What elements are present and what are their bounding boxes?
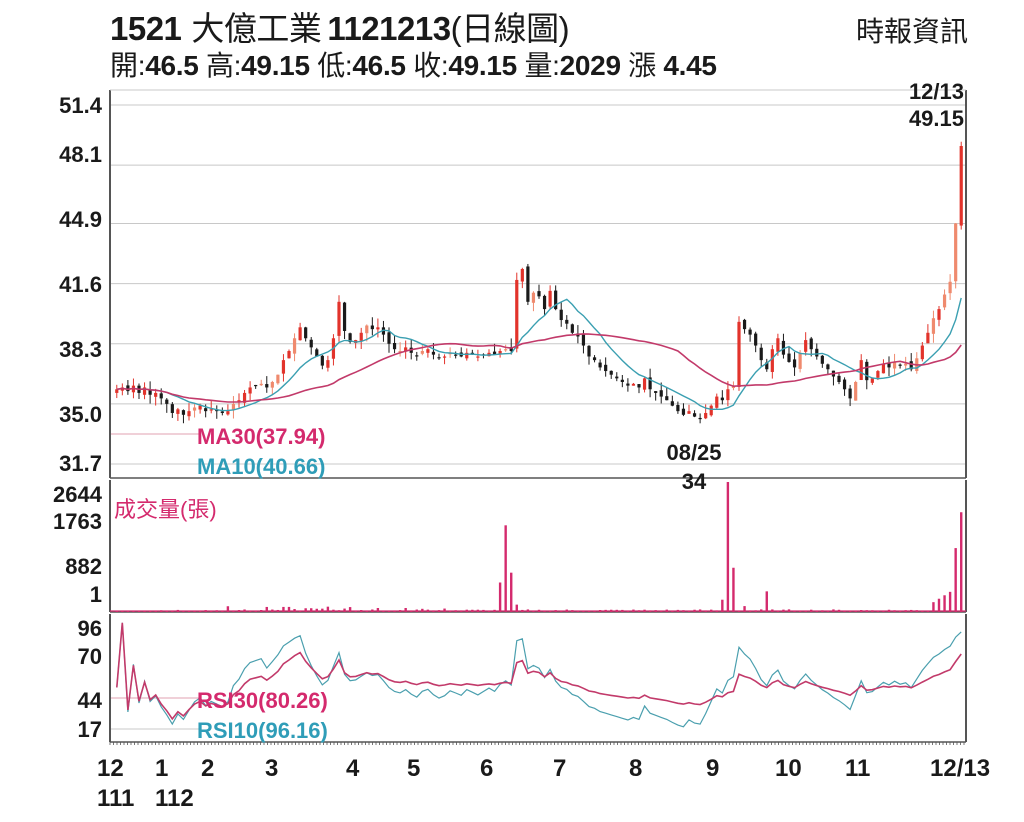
volume-tick: 2644 (53, 482, 102, 507)
x-year-tick: 111 (97, 785, 135, 812)
rsi-tick: 96 (77, 616, 102, 641)
low-annotation-value: 34 (681, 469, 707, 494)
x-tick: 9 (706, 755, 720, 782)
price-tick: 35.0 (59, 402, 102, 427)
change-value: 4.45 (663, 50, 717, 81)
x-tick: 11 (845, 755, 871, 782)
data-source: 時報資訊 (855, 16, 968, 47)
chart-kind: (日線圖) (450, 10, 570, 47)
volume-tick: 1763 (53, 509, 102, 534)
price-tick: 44.9 (59, 207, 102, 232)
low-label: 低: (317, 50, 353, 81)
price-tick: 38.3 (59, 337, 102, 362)
close-label: 收: (413, 50, 449, 81)
open-label: 開: (110, 50, 146, 81)
close-value: 49.15 (448, 50, 517, 81)
rsi-tick: 44 (77, 688, 102, 713)
high-annotation-date: 12/13 (908, 79, 964, 104)
price-tick: 41.6 (59, 272, 102, 297)
x-tick: 3 (265, 755, 279, 782)
volume-title: 成交量(張) (114, 497, 217, 522)
high-annotation-value: 49.15 (908, 106, 964, 131)
quote-summary: 開:46.5 高:49.15 低:46.5 收:49.15 量:2029 漲 4… (110, 44, 717, 84)
x-tick: 12 (97, 755, 124, 782)
volume-tick: 1 (89, 582, 102, 607)
x-tick: 12/13 (930, 755, 991, 782)
stock-name: 大億工業 (191, 10, 322, 47)
rsi10-legend: RSI10(96.16) (197, 718, 328, 743)
rsi-tick: 17 (77, 717, 102, 742)
low-value: 46.5 (352, 50, 406, 81)
x-tick: 10 (775, 755, 802, 782)
x-tick: 6 (480, 755, 494, 782)
ma10-legend: MA10(40.66) (197, 454, 326, 479)
high-value: 49.15 (241, 50, 310, 81)
volume-value: 2029 (559, 50, 621, 81)
low-annotation-date: 08/25 (666, 440, 722, 465)
volume-tick: 882 (65, 554, 102, 579)
x-tick: 1 (155, 755, 169, 782)
x-tick: 2 (201, 755, 215, 782)
x-tick: 7 (553, 755, 567, 782)
x-year-tick: 112 (155, 785, 194, 812)
chart-date: 1121213 (327, 10, 451, 47)
price-tick: 31.7 (59, 451, 102, 476)
rsi30-legend: RSI30(80.26) (197, 688, 328, 713)
high-label: 高: (205, 50, 242, 81)
price-tick: 51.4 (59, 93, 102, 118)
stock-code: 1521 (110, 10, 182, 47)
price-tick: 48.1 (59, 142, 102, 167)
x-tick: 5 (407, 755, 421, 782)
chart-title: 1521 大億工業 1121213(日線圖) (110, 2, 570, 50)
volume-label: 量: (524, 50, 560, 81)
x-tick: 8 (629, 755, 643, 782)
x-tick: 4 (346, 755, 360, 782)
rsi-tick: 70 (77, 644, 102, 669)
ma30-legend: MA30(37.94) (197, 424, 326, 449)
change-label: 漲 (628, 50, 656, 81)
open-value: 46.5 (145, 50, 199, 81)
